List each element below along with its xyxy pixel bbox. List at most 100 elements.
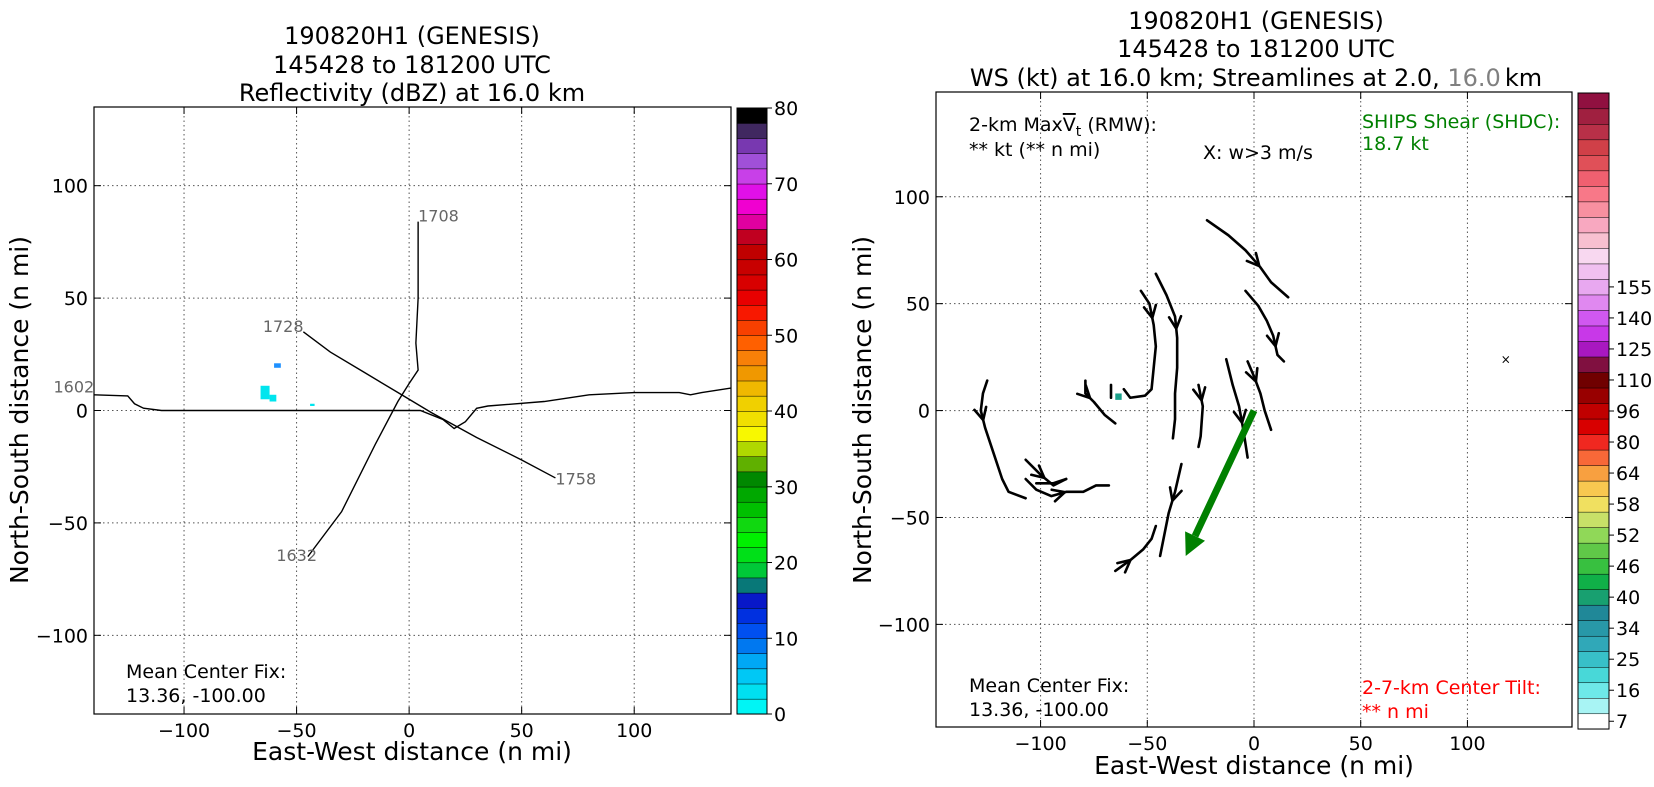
wind-colorbar-bin	[1577, 154, 1610, 172]
wind-colorbar-bin	[1577, 325, 1610, 342]
reflectivity-colorbar-bin	[736, 304, 768, 321]
reflectivity-colorbar-bin	[736, 122, 768, 139]
reflectivity-colorbar: 0 10 20 30 40 50 60 70 80	[736, 98, 798, 726]
wind-x-axis-label: East-West distance (n mi)	[1094, 751, 1414, 780]
streamline-arrowhead	[1192, 386, 1207, 402]
streamline	[1197, 383, 1205, 449]
wind-y-tick-label: 0	[918, 401, 930, 423]
reflectivity-y-tick-label: 50	[64, 288, 88, 310]
wind-colorbar-bin	[1577, 123, 1610, 141]
center-tilt-value: ** n mi	[1362, 701, 1429, 723]
wind-colorbar-bin	[1577, 247, 1610, 265]
reflectivity-colorbar-bin	[736, 168, 768, 185]
reflectivity-colorbar-tick-label: 20	[774, 553, 798, 575]
wind-colorbar-tick-label: 155	[1616, 277, 1652, 299]
wind-title-line-2: 145428 to 181200 UTC	[1117, 35, 1395, 63]
streamline	[1246, 360, 1273, 432]
reflectivity-colorbar-bin	[736, 244, 768, 261]
max-vt-label: 2-km MaxVt (RMW):	[969, 114, 1157, 140]
wind-colorbar-bin	[1577, 465, 1610, 482]
wind-colorbar-tick-label: 96	[1616, 401, 1640, 423]
flight-track-label-1728: 1728	[263, 317, 304, 336]
wind-colorbar-tick-label: 16	[1616, 680, 1640, 702]
reflectivity-y-tick-label: 0	[76, 401, 88, 423]
reflectivity-y-axis-label: North-South distance (n mi)	[5, 236, 34, 584]
reflectivity-colorbar-bin	[736, 425, 768, 442]
reflectivity-x-ticks: −100 −50 0 50 100	[158, 107, 652, 742]
wind-colorbar-tick-label: 25	[1616, 649, 1640, 671]
reflectivity-colorbar-tick-label: 80	[774, 98, 798, 120]
reflectivity-x-tick-label: 0	[403, 720, 415, 742]
wind-colorbar-bin	[1577, 573, 1610, 590]
wind-colorbar-bin	[1577, 356, 1610, 373]
max-vt-var: V	[1063, 114, 1076, 136]
shear-vector-arrow	[1185, 409, 1258, 556]
streamline-arrowhead	[1168, 486, 1183, 502]
wind-colorbar-bin	[1577, 108, 1610, 125]
reflectivity-title-line-3: Reflectivity (dBZ) at 16.0 km	[239, 79, 585, 107]
reflectivity-colorbar-bin	[736, 289, 768, 306]
streamline-arrowhead	[1116, 558, 1132, 574]
reflectivity-colorbar-bin	[736, 441, 768, 457]
streamline-arrowhead	[1245, 251, 1261, 268]
reflectivity-colorbar-bin	[736, 198, 768, 215]
streamline-arrowhead	[1167, 314, 1183, 331]
streamline-arrowhead	[1050, 488, 1067, 503]
reflectivity-colorbar-bin	[736, 380, 768, 397]
reflectivity-panel: 190820H1 (GENESIS) 145428 to 181200 UTC …	[5, 22, 798, 766]
wind-colorbar-bin	[1577, 402, 1610, 420]
reflectivity-colorbar-bin	[736, 395, 768, 412]
reflectivity-colorbar-bin	[736, 350, 768, 367]
wind-colorbar-bin	[1577, 201, 1610, 218]
streamline-arrowhead	[973, 405, 988, 422]
wind-colorbar-tick-label: 34	[1616, 618, 1640, 640]
reflectivity-colorbar-bin	[736, 592, 768, 609]
wind-speed-colorbar: 7 16 25 34 40 46 52 58 64 80 96 110 125 140 155	[1577, 92, 1652, 733]
wind-colorbar-bin	[1577, 604, 1610, 621]
wind-colorbar-tick-label: 58	[1616, 494, 1640, 516]
reflectivity-colorbar-bin	[736, 668, 768, 685]
wind-colorbar-bin	[1577, 294, 1610, 311]
streamline	[1122, 289, 1158, 400]
ships-shear-label: SHIPS Shear (SHDC):	[1362, 111, 1560, 133]
reflectivity-colorbar-bin	[736, 183, 768, 200]
streamline	[1024, 477, 1111, 498]
reflectivity-colorbar-bin	[736, 516, 768, 533]
wind-colorbar-bin	[1577, 418, 1610, 435]
reflectivity-colorbar-bin	[736, 577, 768, 594]
wind-colorbar-bin	[1577, 185, 1610, 203]
streamline	[1158, 462, 1183, 558]
streamline	[1113, 524, 1158, 573]
reflectivity-x-axis-label: East-West distance (n mi)	[252, 737, 572, 766]
reflectivity-colorbar-bin	[736, 153, 768, 170]
wind-colorbar-tick-label: 46	[1616, 556, 1640, 578]
reflectivity-center-fix-value: 13.36, -100.00	[126, 685, 266, 707]
flight-tracks	[94, 221, 731, 558]
reflectivity-colorbar-bin	[736, 471, 768, 488]
wind-speed-panel: 190820H1 (GENESIS) 145428 to 181200 UTC …	[848, 7, 1652, 780]
reflectivity-title-line-1: 190820H1 (GENESIS)	[284, 22, 540, 50]
wind-colorbar-bin	[1577, 635, 1610, 652]
wind-y-tick-label: 100	[894, 187, 930, 209]
streamline-arrowhead	[1244, 366, 1259, 383]
reflectivity-colorbar-bin	[736, 365, 768, 382]
wind-colorbar-bin	[1577, 309, 1610, 327]
flight-track-1728	[302, 331, 556, 479]
wind-colorbar-bin	[1577, 232, 1610, 249]
reflectivity-colorbar-bin	[736, 683, 768, 700]
flight-track-label-1632: 1632	[276, 546, 317, 565]
wind-x-tick-label: 0	[1248, 733, 1260, 755]
wind-colorbar-bin	[1577, 620, 1610, 637]
reflectivity-colorbar-bin	[736, 486, 768, 503]
wind-speed-pixels	[1115, 393, 1122, 400]
reflectivity-colorbar-bin	[736, 698, 768, 715]
reflectivity-x-tick-label: 50	[510, 720, 534, 742]
reflectivity-colorbar-bin	[736, 638, 768, 654]
wind-y-tick-label: −100	[878, 614, 930, 636]
streamline-arrowhead	[1075, 384, 1092, 400]
wind-colorbar-bin	[1577, 527, 1610, 544]
reflectivity-colorbar-bin	[736, 213, 768, 230]
reflectivity-colorbar-bin	[736, 622, 768, 639]
flight-track-label-1602: 1602	[53, 378, 94, 397]
